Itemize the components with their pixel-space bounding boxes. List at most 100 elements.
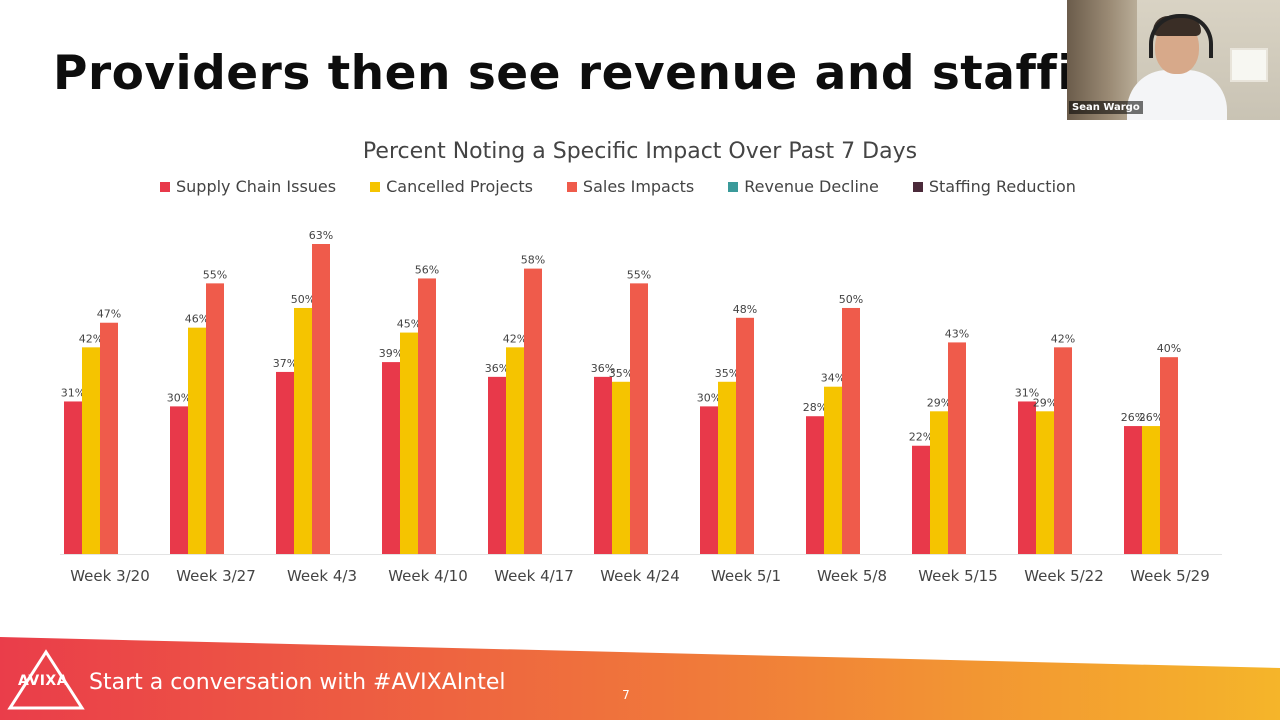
- presenter-body: [1127, 70, 1227, 120]
- bar: [382, 362, 400, 554]
- page-number: 7: [622, 688, 630, 702]
- data-label: 34%: [821, 372, 845, 385]
- bar-chart: 31% 42% 47% Week 3/20 30% 46% 55% Week 3/27 37% 5…: [60, 229, 1222, 585]
- bar: [188, 327, 206, 554]
- bar: [506, 347, 524, 554]
- bar: [612, 381, 630, 554]
- data-label: 26%: [1139, 411, 1163, 424]
- legend-label: Revenue Decline: [744, 177, 879, 196]
- bar: [276, 371, 294, 554]
- data-label: 30%: [697, 391, 721, 404]
- legend-label: Staffing Reduction: [928, 177, 1076, 196]
- chart-legend: Supply Chain Issues Cancelled Projects Sal…: [160, 177, 1076, 196]
- bar: [718, 381, 736, 554]
- bar: [400, 332, 418, 554]
- data-label: 31%: [1015, 386, 1039, 399]
- footer-hashtag-text: Start a conversation with #AVIXAIntel: [89, 670, 506, 695]
- legend-item: Staffing Reduction: [912, 177, 1076, 196]
- bar: [1036, 411, 1054, 554]
- data-label: 48%: [733, 303, 757, 316]
- data-label: 22%: [909, 431, 933, 444]
- data-label: 29%: [1033, 396, 1057, 409]
- data-label: 35%: [609, 367, 633, 380]
- data-label: 40%: [1157, 342, 1181, 355]
- data-label: 37%: [273, 357, 297, 370]
- data-label: 29%: [927, 396, 951, 409]
- data-label: 28%: [803, 401, 827, 414]
- legend-swatch: [160, 181, 170, 192]
- legend-swatch: [566, 181, 577, 192]
- bar: [948, 342, 966, 554]
- bar: [312, 244, 330, 554]
- category-label: Week 5/15: [918, 567, 998, 585]
- bar: [700, 406, 718, 554]
- bar: [488, 376, 506, 554]
- data-label: 43%: [945, 327, 969, 340]
- bar: [806, 416, 824, 554]
- bar: [524, 268, 542, 554]
- bar: [1124, 426, 1142, 554]
- headset-icon: [1149, 14, 1213, 58]
- category-label: Week 5/1: [711, 567, 781, 585]
- window-background: [1230, 48, 1268, 82]
- category-label: Week 3/20: [70, 567, 150, 585]
- category-label: Week 3/27: [176, 567, 256, 585]
- bar: [594, 376, 612, 554]
- data-label: 58%: [521, 254, 545, 267]
- legend-swatch: [728, 181, 739, 192]
- bar: [294, 307, 312, 554]
- data-label: 42%: [503, 332, 527, 345]
- data-label: 35%: [715, 367, 739, 380]
- bar: [930, 411, 948, 554]
- bar: [630, 283, 648, 554]
- legend-label: Cancelled Projects: [386, 177, 533, 196]
- bar: [842, 307, 860, 554]
- legend-item: Revenue Decline: [728, 177, 879, 196]
- bar: [100, 322, 118, 554]
- category-label: Week 4/3: [287, 567, 357, 585]
- category-label: Week 4/10: [388, 567, 468, 585]
- bar: [418, 278, 436, 554]
- data-label: 55%: [203, 268, 227, 281]
- data-label: 36%: [591, 362, 615, 375]
- bookshelf-background: [1067, 0, 1137, 120]
- bar: [824, 386, 842, 554]
- data-label: 26%: [1121, 411, 1145, 424]
- data-label: 47%: [97, 308, 121, 321]
- avixa-logo-icon: [7, 649, 85, 710]
- bar: [1160, 357, 1178, 554]
- legend-label: Supply Chain Issues: [176, 177, 337, 196]
- data-label: 56%: [415, 263, 439, 276]
- bar: [912, 445, 930, 554]
- data-label: 42%: [79, 332, 103, 345]
- avixa-logo-text: AVIXA: [18, 673, 69, 689]
- category-label: Week 4/24: [600, 567, 680, 585]
- bar: [1054, 347, 1072, 554]
- bar: [736, 317, 754, 554]
- data-label: 42%: [1051, 332, 1075, 345]
- data-label: 63%: [309, 229, 333, 242]
- data-label: 36%: [485, 362, 509, 375]
- bar: [206, 283, 224, 554]
- chart-title: Percent Noting a Specific Impact Over Pa…: [362, 139, 918, 164]
- legend-label: Sales Impacts: [582, 177, 695, 196]
- legend-item: Sales Impacts: [566, 177, 695, 196]
- legend-item: Cancelled Projects: [370, 177, 533, 196]
- legend-item: Supply Chain Issues: [160, 177, 336, 196]
- bar: [1018, 401, 1036, 554]
- legend-swatch: [370, 181, 381, 192]
- bar: [170, 406, 188, 554]
- data-label: 45%: [397, 318, 421, 331]
- data-label: 50%: [839, 293, 863, 306]
- bar: [82, 347, 100, 554]
- bar: [1142, 426, 1160, 554]
- data-label: 50%: [291, 293, 315, 306]
- category-label: Week 5/8: [817, 567, 887, 585]
- category-label: Week 5/29: [1130, 567, 1210, 585]
- data-label: 31%: [61, 386, 85, 399]
- participant-name: Sean Wargo: [1069, 101, 1143, 114]
- data-label: 55%: [627, 268, 651, 281]
- category-label: Week 4/17: [494, 567, 574, 585]
- bar: [64, 401, 82, 554]
- data-label: 39%: [379, 347, 403, 360]
